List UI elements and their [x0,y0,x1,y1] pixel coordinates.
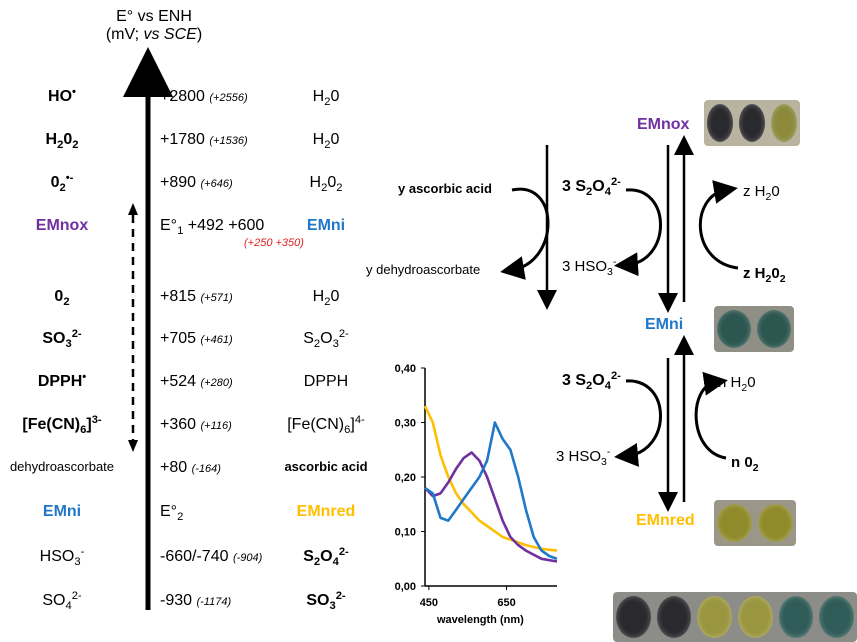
oxidant-label: 02 [54,288,70,309]
well [738,596,773,638]
x-tick-label: 450 [420,597,438,609]
potential-value: +815 (+571) [160,288,233,305]
reductant-label: H20 [312,88,340,109]
z-water-label: z H20 [743,183,780,203]
reductant-label: [Fe(CN)6]4- [287,413,365,437]
oxidant-label: [Fe(CN)6]3- [22,413,102,437]
oxidant-label: 02•- [50,171,74,195]
n-water-label: n H20 [718,374,756,394]
oxidant-label: EMni [42,503,82,520]
dithionite-label-1: 3 S2O42- [562,175,621,199]
oxidant-label: EMnox [35,217,89,234]
y-tick-label: 0,30 [395,418,416,430]
ascorbate-curve [500,187,550,280]
oxidant-label: DPPH• [37,370,87,390]
oxidant-label: dehydroascorbate [9,459,115,474]
potential-value: +360 (+116) [160,416,232,433]
oxidant-label: HO• [48,85,76,105]
well [758,504,793,542]
well-strip-photo [613,592,857,642]
well [778,596,814,638]
dithionite-curve-1 [614,188,662,277]
y-tick-label: 0,40 [395,363,416,375]
spectrum-series-line [424,421,558,561]
well [717,310,751,348]
well [616,596,651,638]
well [697,596,732,638]
well [739,104,765,142]
potential-value: +1780 (+1536) [160,131,248,148]
oxidant-label: HSO3- [39,545,85,569]
potential-axis-title: E° vs ENH (mV; vs SCE) [99,8,209,44]
bisulfite-label-1: 3 HSO3- [562,256,617,278]
emnred-well-photo [714,500,796,546]
spectrum-series-line [423,405,558,552]
reductant-label: SO32- [306,589,346,613]
y-tick-label: 0,10 [395,527,416,539]
x-tick-label: 650 [497,597,515,609]
potential-value: +80 (-164) [160,459,221,476]
y-ascorbic-label: y ascorbic acid [398,181,492,196]
potential-value: -930 (-1174) [160,592,232,609]
oxidant-label: H202 [45,131,79,152]
dithionite-curve-2 [614,379,662,467]
n-oxygen-label: n 02 [731,454,759,474]
bisulfite-label-2: 3 HSO3- [556,446,611,468]
reductant-label: ascorbic acid [284,459,368,474]
reductant-label: S2O32- [303,327,349,351]
peroxide-curve [698,180,739,270]
oxidant-label: SO42- [42,589,82,613]
potential-value: +890 (+646) [160,174,233,191]
scheme-emnox-label: EMnox [637,116,690,133]
scheme-emnred-label: EMnred [636,512,695,529]
potential-value: -660/-740 (-904) [160,548,263,565]
chart-xlabel: wavelength (nm) [437,614,524,626]
potential-value: E°2 [160,503,184,524]
well [819,596,854,638]
well [707,104,733,142]
reductant-label: EMnred [296,503,356,520]
emni-well-photo [714,306,794,352]
z-peroxide-label: z H202 [743,265,786,285]
sce-value-emnox: (+250 +350) [244,237,304,249]
dithionite-label-2: 3 S2O42- [562,369,621,393]
potential-value: E°1 +492 +600 [160,217,265,238]
reductant-label: EMni [306,217,346,234]
oxidant-label: SO32- [42,327,82,351]
well [757,310,791,348]
reductant-label: H20 [312,131,340,152]
reductant-label: H20 [312,288,340,309]
reductant-label: H202 [309,174,343,195]
reductant-label: S2O42- [303,545,349,569]
axis-title-line2: (mV; vs SCE) [105,26,203,43]
y-dehydro-label: y dehydroascorbate [366,262,481,277]
y-tick-label: 0,00 [395,581,416,593]
emnox-well-photo [704,100,800,146]
well [717,504,752,542]
reductant-label: DPPH [303,373,349,390]
oxygen-curve [694,371,728,460]
axis-title-line1: E° vs ENH [116,8,192,25]
potential-value: +524 (+280) [160,373,233,390]
scheme-emni-label: EMni [645,316,684,333]
well [656,596,692,638]
well [771,104,797,142]
potential-value: +705 (+461) [160,330,233,347]
y-tick-label: 0,20 [395,472,416,484]
